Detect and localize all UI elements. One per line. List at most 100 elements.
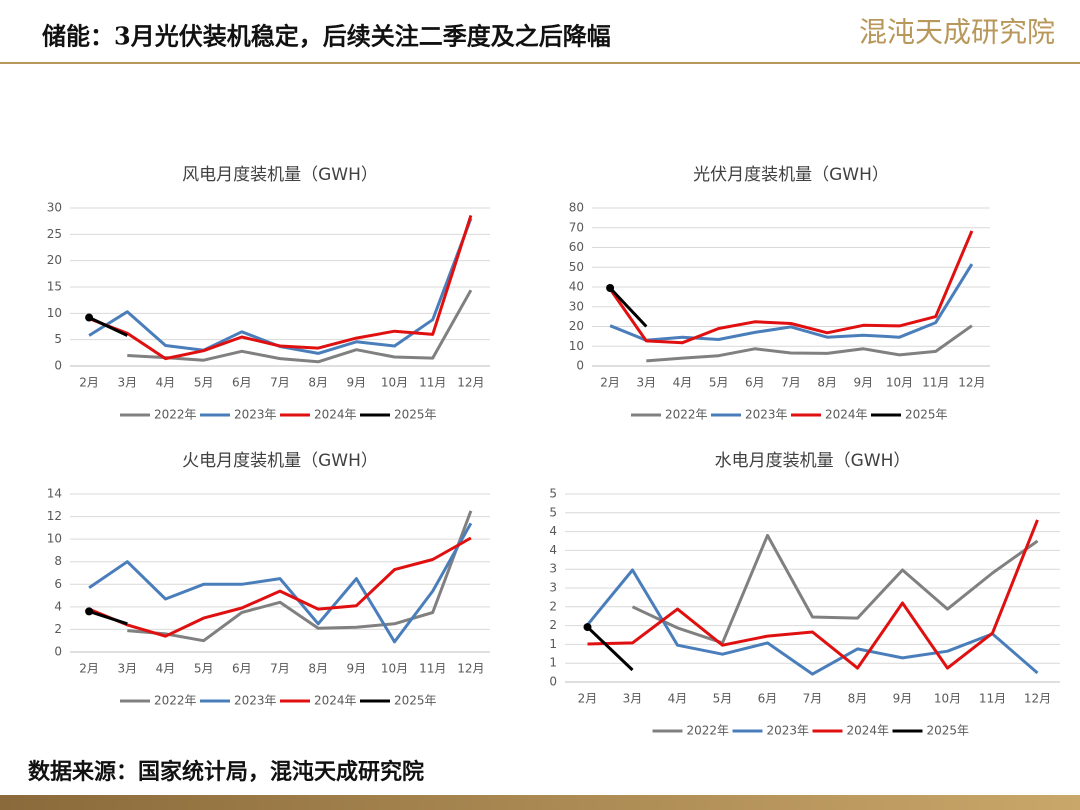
legend-label: 2022年	[665, 408, 708, 422]
x-tick-label: 4月	[673, 376, 693, 390]
chart-title: 水电月度装机量（GWH）	[715, 451, 911, 471]
y-tick-label: 50	[569, 260, 584, 274]
y-tick-label: 0	[54, 359, 62, 373]
x-tick-label: 3月	[117, 376, 137, 390]
y-tick-label: 60	[569, 240, 584, 254]
y-tick-label: 12	[47, 509, 62, 523]
logo: 混沌天成研究院	[859, 16, 1055, 49]
y-tick-label: 3	[549, 581, 557, 595]
legend-label: 2023年	[745, 408, 788, 422]
y-tick-label: 20	[47, 253, 62, 267]
x-tick-label: 3月	[636, 376, 656, 390]
x-tick-label: 8月	[817, 376, 837, 390]
series-line	[88, 609, 128, 626]
y-tick-label: 1	[549, 656, 557, 670]
x-tick-label: 11月	[419, 376, 446, 390]
series-line	[609, 286, 648, 328]
legend-label: 2024年	[847, 724, 890, 738]
legend-label: 2025年	[394, 408, 437, 422]
source: 数据来源：国家统计局，混沌天成研究院	[28, 759, 424, 785]
y-tick-label: 1	[549, 637, 557, 651]
x-tick-label: 4月	[156, 662, 176, 676]
x-tick-label: 11月	[979, 692, 1006, 706]
y-tick-label: 2	[54, 622, 62, 636]
x-tick-label: 12月	[1024, 692, 1051, 706]
y-tick-label: 0	[549, 675, 557, 689]
x-tick-label: 12月	[457, 376, 484, 390]
x-tick-label: 2月	[79, 376, 99, 390]
page-title: 储能：3月光伏装机稳定，后续关注二季度及之后降幅	[42, 22, 611, 51]
y-tick-label: 30	[569, 299, 584, 313]
x-tick-label: 7月	[270, 662, 290, 676]
y-tick-label: 10	[47, 306, 62, 320]
legend-label: 2024年	[314, 694, 357, 708]
x-tick-label: 10月	[381, 662, 408, 676]
y-tick-label: 6	[54, 577, 62, 591]
footer-bar	[0, 795, 1080, 810]
x-tick-label: 8月	[308, 662, 328, 676]
x-tick-label: 9月	[347, 376, 367, 390]
x-tick-label: 6月	[232, 662, 252, 676]
y-tick-label: 80	[569, 201, 584, 215]
x-tick-label: 6月	[758, 692, 778, 706]
y-tick-label: 10	[569, 339, 584, 353]
series-line	[587, 519, 1039, 670]
legend-label: 2023年	[234, 408, 277, 422]
series-line	[586, 568, 1039, 676]
legend-label: 2024年	[825, 408, 868, 422]
y-tick-label: 5	[549, 487, 557, 501]
y-tick-label: 15	[47, 280, 62, 294]
series-line	[88, 214, 473, 361]
x-tick-label: 9月	[854, 376, 874, 390]
x-tick-label: 12月	[958, 376, 985, 390]
x-tick-label: 10月	[381, 376, 408, 390]
x-tick-label: 2月	[578, 692, 598, 706]
y-tick-label: 4	[549, 543, 557, 557]
y-tick-label: 0	[576, 359, 584, 373]
series-dot	[85, 607, 94, 616]
legend-label: 2023年	[767, 724, 810, 738]
series-dot	[85, 313, 94, 322]
x-tick-label: 9月	[347, 662, 367, 676]
x-tick-label: 2月	[79, 662, 99, 676]
x-tick-label: 11月	[922, 376, 949, 390]
chart-title: 火电月度装机量（GWH）	[182, 451, 378, 471]
y-tick-label: 4	[549, 524, 557, 538]
series-line	[127, 510, 473, 643]
series-dot	[606, 283, 615, 292]
x-tick-label: 8月	[848, 692, 868, 706]
y-tick-label: 5	[549, 505, 557, 519]
series-dot	[583, 623, 592, 632]
y-tick-label: 3	[549, 562, 557, 576]
y-tick-label: 70	[569, 220, 584, 234]
legend-label: 2022年	[687, 724, 730, 738]
x-tick-label: 5月	[194, 376, 214, 390]
x-tick-label: 6月	[232, 376, 252, 390]
x-tick-label: 2月	[600, 376, 620, 390]
y-tick-label: 20	[569, 319, 584, 333]
series-line	[646, 324, 973, 363]
legend-label: 2025年	[905, 408, 948, 422]
y-tick-label: 2	[549, 599, 557, 613]
y-tick-label: 5	[54, 332, 62, 346]
y-tick-label: 4	[54, 599, 62, 613]
x-tick-label: 8月	[308, 376, 328, 390]
series-line	[88, 316, 128, 337]
legend-label: 2024年	[314, 408, 357, 422]
legend-label: 2023年	[234, 694, 277, 708]
series-line	[88, 536, 472, 638]
y-tick-label: 14	[47, 487, 62, 501]
x-tick-label: 3月	[117, 662, 137, 676]
y-tick-label: 25	[47, 227, 62, 241]
y-tick-label: 40	[569, 280, 584, 294]
series-line	[631, 533, 1039, 645]
legend-label: 2022年	[154, 694, 197, 708]
x-tick-label: 7月	[781, 376, 801, 390]
y-tick-label: 30	[47, 201, 62, 215]
series-line	[88, 522, 473, 644]
legend-label: 2025年	[394, 694, 437, 708]
x-tick-label: 4月	[668, 692, 688, 706]
x-tick-label: 11月	[419, 662, 446, 676]
x-tick-label: 3月	[623, 692, 643, 706]
